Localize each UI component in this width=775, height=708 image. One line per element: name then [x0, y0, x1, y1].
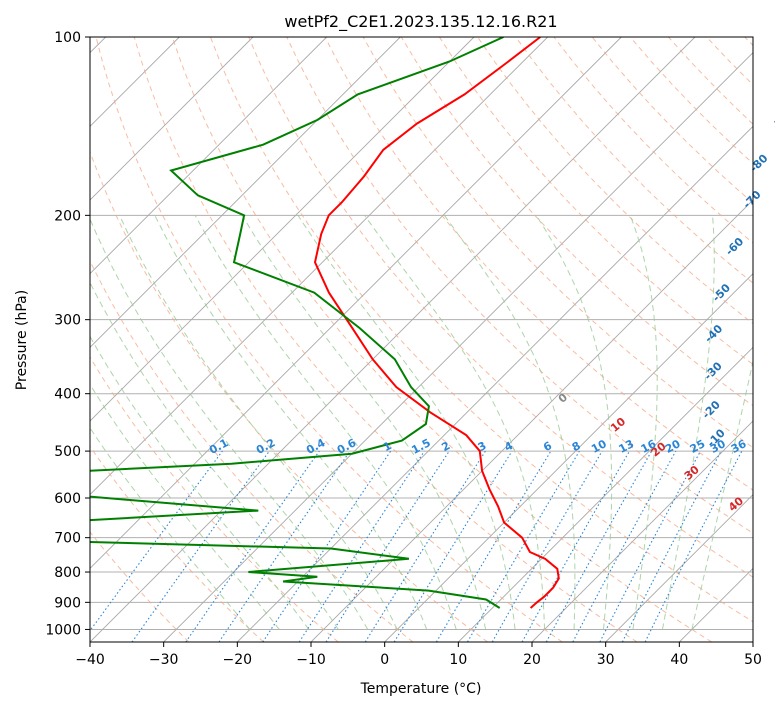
y-axis-ticks: 100 200 300 400 500 600 700 800 900 1000 [45, 30, 90, 638]
mixing-ratio-label: 30 [708, 437, 728, 456]
moist-adiabat-line [90, 281, 339, 630]
dry-adiabat-line [286, 37, 753, 534]
moist-adiabat-line [443, 215, 576, 630]
moist-adiabat-line [90, 217, 369, 630]
x-axis-label: Temperature (°C) [360, 681, 482, 697]
y-tick-label: 900 [54, 595, 81, 611]
mixing-ratio-line [325, 450, 450, 642]
mixing-ratio-label: 13 [617, 437, 637, 456]
moist-adiabat-line [241, 215, 487, 630]
mixing-ratio-label: 16 [639, 437, 659, 456]
x-tick-label: 30 [597, 652, 615, 668]
isotherm-line [90, 37, 254, 201]
isotherm-line [237, 125, 753, 642]
moist-adiabat-line [154, 215, 428, 630]
x-tick-label: −10 [296, 652, 326, 668]
y-axis-label: Pressure (hPa) [14, 290, 30, 390]
mixing-ratio-label: 36 [729, 437, 749, 456]
x-tick-label: 50 [744, 652, 762, 668]
moist-adiabat-line [629, 215, 658, 630]
isotherm-line [90, 37, 327, 275]
mixing-ratio-line [218, 450, 351, 642]
moist-adiabat-line [691, 358, 753, 630]
isotherm-line [605, 494, 753, 642]
y-tick-label: 500 [54, 444, 81, 460]
isotherm-line [752, 641, 753, 642]
moist-adiabat-line [364, 215, 546, 630]
y-tick-label: 300 [54, 313, 81, 329]
chart-title: wetPf2_C2E1.2023.135.12.16.R21 [284, 12, 557, 32]
dry-adiabat-line [90, 531, 190, 642]
mixing-ratio-line [185, 450, 320, 642]
dry-adiabat-line [400, 37, 753, 407]
dry-adiabat-line [438, 37, 753, 366]
mixing-ratio-label: 10 [589, 437, 609, 456]
isotherm-line [90, 37, 401, 348]
x-axis-ticks: −40 −30 −20 −10 0 10 20 30 40 50 [75, 642, 762, 668]
isotherm-line [90, 37, 548, 496]
moist-adiabat-line [90, 427, 251, 630]
dry-adiabat-line [90, 259, 414, 642]
y-tick-label: 100 [54, 30, 81, 46]
isotherm-line [384, 273, 753, 642]
dewpoint-profile-line [90, 37, 504, 609]
dry-adiabat-line [90, 356, 339, 642]
x-tick-label: −40 [75, 652, 105, 668]
x-tick-label: 20 [523, 652, 541, 668]
isotherm-line [458, 346, 753, 642]
mixing-ratio-label: 25 [688, 437, 708, 456]
isotherm-line [90, 37, 696, 642]
isotherm-line [90, 37, 622, 569]
moist-adiabat-line [194, 215, 457, 630]
dry-adiabat-line [171, 37, 712, 642]
moist-adiabat-line [661, 215, 715, 630]
y-tick-label: 800 [54, 565, 81, 581]
isotherm-line [90, 37, 475, 422]
moist-adiabat-line [90, 383, 280, 630]
y-tick-label: 600 [54, 491, 81, 507]
mixing-ratio-line [262, 450, 392, 642]
temperature-profile-line [313, 37, 560, 609]
mixing-ratio-label: 20 [663, 437, 683, 456]
y-tick-label: 400 [54, 387, 81, 403]
dry-adiabat-line [210, 37, 753, 623]
x-tick-label: 0 [380, 652, 389, 668]
mixing-ratio-line [131, 450, 270, 642]
moist-adiabat-line [535, 215, 613, 630]
moist-adiabat-line [90, 335, 310, 630]
y-tick-label: 700 [54, 531, 81, 547]
mixing-ratio-line [90, 450, 223, 632]
isotherm-line [531, 420, 753, 642]
dry-adiabat-line [515, 37, 753, 284]
data-series [90, 37, 560, 609]
isotherm-line [163, 52, 753, 642]
background-guide-lines [90, 37, 753, 642]
plot-frame [89, 36, 754, 643]
mixing-ratio-line [644, 450, 743, 642]
dry-adiabat-line [95, 37, 563, 642]
mixing-ratio-line [521, 450, 630, 642]
dry-adiabat-line [90, 445, 264, 642]
mixing-ratio-line [545, 450, 653, 642]
y-tick-label: 200 [54, 208, 81, 224]
x-tick-label: 10 [449, 652, 467, 668]
x-tick-label: −30 [149, 652, 179, 668]
mixing-ratio-line [572, 450, 677, 642]
plot-background [90, 37, 753, 642]
dry-adiabat-line [248, 37, 753, 578]
moist-adiabat-line [119, 215, 398, 630]
mixing-ratio-line [393, 450, 513, 642]
moist-adiabat-line [297, 215, 516, 630]
x-tick-label: −20 [223, 652, 253, 668]
y-tick-label: 1000 [45, 622, 81, 638]
dry-adiabat-label: -90 [769, 104, 775, 127]
dry-adiabat-line [90, 150, 488, 642]
x-tick-label: 40 [670, 652, 688, 668]
